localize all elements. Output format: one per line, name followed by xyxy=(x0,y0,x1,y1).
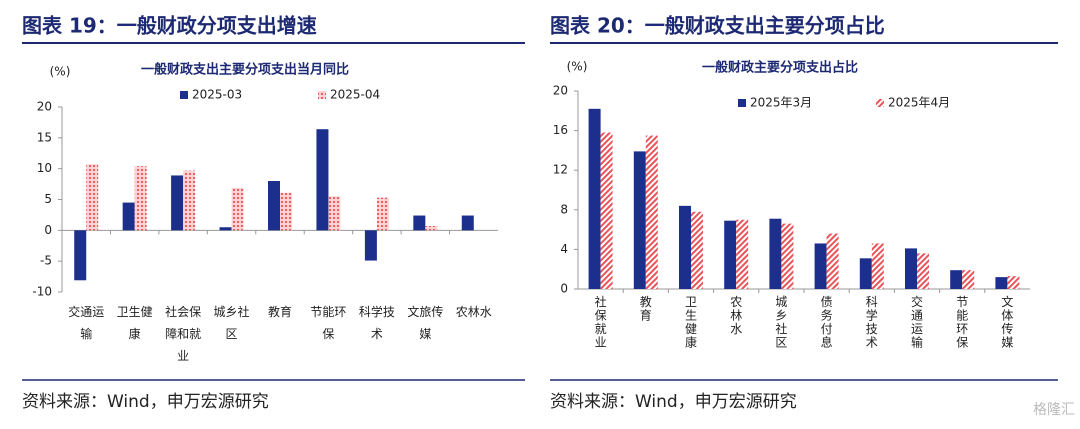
bar xyxy=(645,135,658,289)
bar xyxy=(905,248,917,289)
y-tick-label: 8 xyxy=(560,202,568,216)
bar xyxy=(134,166,147,231)
y-tick-label: 5 xyxy=(44,192,52,206)
bar xyxy=(691,211,703,289)
bar xyxy=(917,253,929,289)
bar xyxy=(86,164,99,231)
x-tick-label: 教育 xyxy=(268,304,292,319)
bar xyxy=(633,151,646,289)
bar xyxy=(724,220,737,289)
y-tick-label: 4 xyxy=(560,242,568,256)
bar xyxy=(950,270,963,289)
y-tick-label: -10 xyxy=(32,285,52,299)
x-tick-label: 科学技术 xyxy=(866,295,878,350)
panel-header: 图表 19：一般财政分项支出增速 xyxy=(22,14,317,38)
bar xyxy=(995,277,1008,289)
legend-label: 2025-04 xyxy=(330,88,380,102)
x-tick-label: 社会保障和就业 xyxy=(165,304,201,363)
bar xyxy=(183,170,196,231)
chart-title: 一般财政支出主要分项支出当月同比 xyxy=(141,62,349,78)
legend-swatch xyxy=(180,91,188,99)
x-tick-label: 科学技术 xyxy=(359,304,395,341)
bar xyxy=(588,108,601,289)
bar xyxy=(171,175,184,231)
panel-header: 图表 20：一般财政支出主要分项占比 xyxy=(550,14,885,38)
source: 资料来源：Wind，申万宏源研究 xyxy=(550,392,797,412)
x-tick-label: 农林水 xyxy=(730,295,742,336)
x-tick-label: 城乡社区 xyxy=(214,304,250,341)
bar xyxy=(328,196,341,231)
bar xyxy=(268,181,280,231)
bar xyxy=(74,230,87,281)
bar xyxy=(376,197,389,231)
chart-title: 一般财政主要分项支出占比 xyxy=(702,60,858,76)
legend-label: 2025-03 xyxy=(192,88,242,102)
x-tick-label: 交通运输 xyxy=(911,294,923,350)
bar xyxy=(814,243,827,289)
y-tick-label: 20 xyxy=(553,84,568,98)
bar xyxy=(679,205,691,289)
y-tick-label: 10 xyxy=(37,161,52,175)
bar xyxy=(219,227,232,231)
x-tick-label: 城乡社区 xyxy=(775,295,787,350)
y-tick-label: 0 xyxy=(560,282,568,296)
legend-label: 2025年4月 xyxy=(888,96,950,110)
x-tick-label: 债务付息 xyxy=(821,295,833,350)
bar xyxy=(826,233,839,289)
bar xyxy=(461,215,474,231)
bar xyxy=(1007,276,1020,289)
bar xyxy=(859,258,872,289)
x-tick-label: 农林水 xyxy=(456,305,492,319)
y-tick-label: -5 xyxy=(40,254,52,268)
x-tick-label: 节能环保 xyxy=(956,295,968,350)
bar xyxy=(781,223,794,289)
y-tick-label: 0 xyxy=(44,223,52,237)
y-tick-label: 16 xyxy=(553,123,568,137)
y-tick-label: 15 xyxy=(37,130,52,144)
legend-swatch xyxy=(876,99,884,107)
x-tick-label: 社保就业 xyxy=(595,294,607,350)
x-tick-label: 文体传媒 xyxy=(1001,294,1013,350)
bar xyxy=(122,202,135,231)
bar xyxy=(280,192,292,231)
bar xyxy=(736,219,749,289)
bar xyxy=(316,129,329,231)
y-unit: (%) xyxy=(50,65,71,79)
x-tick-label: 教育 xyxy=(640,294,652,323)
x-tick-label: 卫生健康 xyxy=(685,295,697,350)
source: 资料来源：Wind，申万宏源研究 xyxy=(22,392,269,412)
bar xyxy=(871,243,884,289)
y-tick-label: 20 xyxy=(37,100,52,114)
watermark: 格隆汇 xyxy=(1033,402,1075,418)
y-unit: (%) xyxy=(567,60,588,74)
x-tick-label: 文旅传媒 xyxy=(407,304,443,341)
x-tick-label: 节能环保 xyxy=(310,305,346,341)
x-tick-label: 卫生健康 xyxy=(117,305,153,341)
bar xyxy=(425,226,438,231)
legend-label: 2025年3月 xyxy=(750,96,812,110)
bar xyxy=(769,218,782,289)
legend-swatch xyxy=(318,91,326,99)
bar xyxy=(962,270,975,289)
bar xyxy=(364,230,377,261)
legend-swatch xyxy=(738,99,746,107)
bar xyxy=(231,187,244,231)
bar xyxy=(600,132,613,289)
bar xyxy=(413,215,426,231)
y-tick-label: 12 xyxy=(553,163,568,177)
x-tick-label: 交通运输 xyxy=(68,304,104,341)
